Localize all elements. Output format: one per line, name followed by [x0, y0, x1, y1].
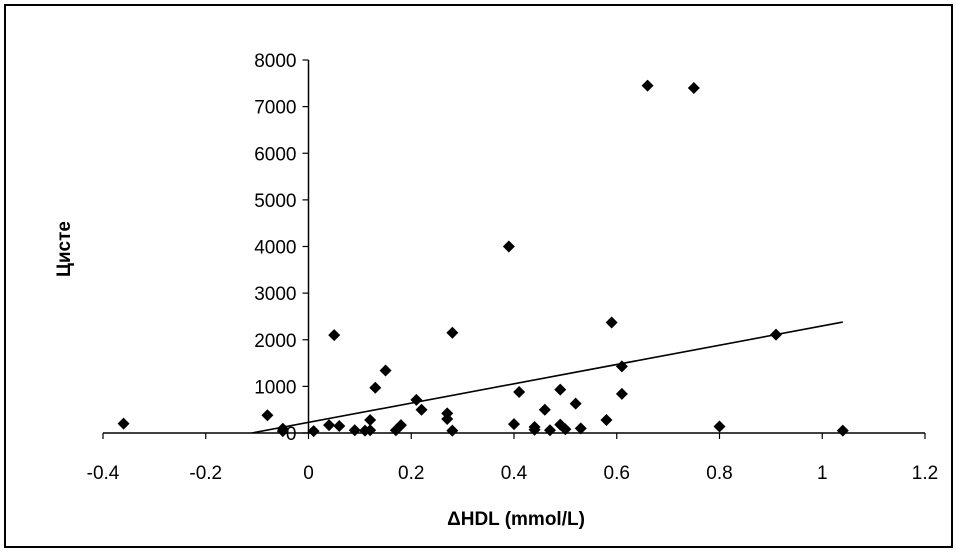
data-point — [559, 423, 572, 436]
data-point — [600, 413, 613, 426]
x-tick-label: 0.2 — [398, 463, 424, 484]
trendline — [251, 321, 843, 434]
data-point — [328, 329, 341, 342]
x-tick-label: -0.2 — [189, 463, 222, 484]
data-point — [554, 383, 567, 396]
y-tick-label: 0 — [286, 424, 297, 445]
data-point — [615, 360, 628, 373]
data-point — [348, 424, 361, 437]
data-point — [528, 423, 541, 436]
y-tick-label: 7000 — [254, 98, 296, 119]
data-point — [538, 403, 551, 416]
data-point — [605, 316, 618, 329]
y-tick-label: 8000 — [254, 51, 296, 72]
data-point — [261, 409, 274, 422]
x-tick-label: 1 — [817, 463, 828, 484]
data-point — [446, 326, 459, 339]
data-point — [364, 424, 377, 437]
data-point — [446, 424, 459, 437]
data-point — [569, 397, 582, 410]
y-tick-label: 6000 — [254, 144, 296, 165]
data-point — [687, 81, 700, 94]
data-point — [323, 419, 336, 432]
x-tick-label: 0.4 — [501, 463, 528, 484]
y-tick-label: 4000 — [254, 238, 296, 259]
y-tick-label: 3000 — [254, 284, 296, 305]
data-point — [369, 381, 382, 394]
axes: -0.4 -0.2 0 0.2 0.4 0.6 0.8 1 1.2 0 1000 2000 3000 40… — [87, 51, 939, 484]
data-point — [770, 328, 783, 341]
data-point — [713, 420, 726, 433]
y-tick-label: 2000 — [254, 331, 296, 352]
data-point — [415, 403, 428, 416]
data-point — [543, 424, 556, 437]
data-point — [333, 420, 346, 433]
data-point — [394, 419, 407, 432]
data-point — [513, 385, 526, 398]
data-point — [379, 364, 392, 377]
points-layer — [117, 79, 849, 438]
scatter-chart: -0.4 -0.2 0 0.2 0.4 0.6 0.8 1 1.2 0 1000 2000 3000 40… — [54, 51, 939, 530]
data-point — [836, 424, 849, 437]
y-tick-label: 1000 — [254, 377, 296, 398]
x-axis-title: ΔHDL (mmol/L) — [447, 509, 585, 530]
x-tick-label: 0.6 — [604, 463, 630, 484]
data-point — [117, 417, 130, 430]
x-tick-label: 0 — [303, 463, 314, 484]
data-point — [410, 393, 423, 406]
x-tick-label: 1.2 — [912, 463, 938, 484]
data-point — [307, 425, 320, 438]
data-point — [508, 418, 520, 431]
data-point — [276, 425, 289, 438]
data-point — [502, 240, 515, 253]
data-point — [574, 422, 587, 435]
x-tick-label: -0.4 — [87, 463, 120, 484]
data-point — [364, 413, 377, 426]
data-point — [641, 79, 654, 92]
y-tick-label: 5000 — [254, 191, 296, 212]
data-point — [615, 387, 628, 400]
x-tick-label: 0.8 — [706, 463, 732, 484]
data-point — [441, 413, 454, 426]
chart-frame: -0.4 -0.2 0 0.2 0.4 0.6 0.8 1 1.2 0 1000 2000 3000 40… — [4, 4, 953, 548]
y-axis-title: Цисте — [54, 221, 75, 277]
trendline-layer — [251, 321, 843, 434]
